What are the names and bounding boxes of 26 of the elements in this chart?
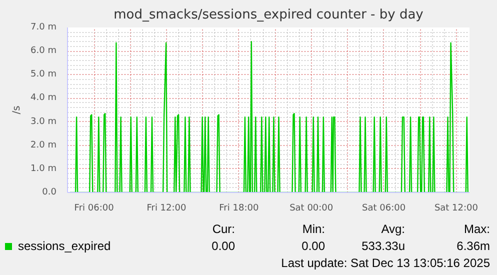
x-tick-label: Fri 06:00 [74, 204, 114, 214]
text: Min: [301, 221, 325, 238]
y-tick-label: 5.0 m [30, 70, 57, 80]
y-tick-label: 4.0 m [30, 93, 57, 104]
text: Last update: Sat Dec 13 13:05:16 2025 [280, 255, 490, 272]
text: Avg: [380, 221, 405, 238]
text: 0.00 [300, 238, 325, 256]
y-tick-label: 3.0 m [30, 116, 57, 127]
text: Cur: [211, 221, 235, 238]
x-tick-label: Fri 18:00 [219, 204, 259, 214]
y-axis-title: /s [12, 106, 23, 114]
legend-label: sessions_expired [17, 238, 112, 256]
chart-title: mod_smacks/sessions_expired counter - by day [114, 8, 424, 22]
y-tick-label: 6.0 m [30, 46, 57, 56]
x-tick-label: Sat 06:00 [362, 204, 406, 214]
text: 0.00 [210, 238, 235, 256]
text: 6.36m [456, 238, 490, 256]
x-tick-label: Sat 00:00 [290, 204, 334, 214]
y-tick-label: 0.0 [42, 188, 57, 198]
text: Max: [462, 221, 490, 238]
x-tick-label: Fri 12:00 [146, 204, 187, 214]
y-tick-label: 1.0 m [30, 164, 57, 174]
text: 533.33u [360, 238, 405, 256]
x-tick-label: Sat 12:00 [434, 204, 478, 214]
y-tick-label: 7.0 m [30, 22, 57, 32]
y-tick-label: 2.0 m [30, 140, 57, 150]
